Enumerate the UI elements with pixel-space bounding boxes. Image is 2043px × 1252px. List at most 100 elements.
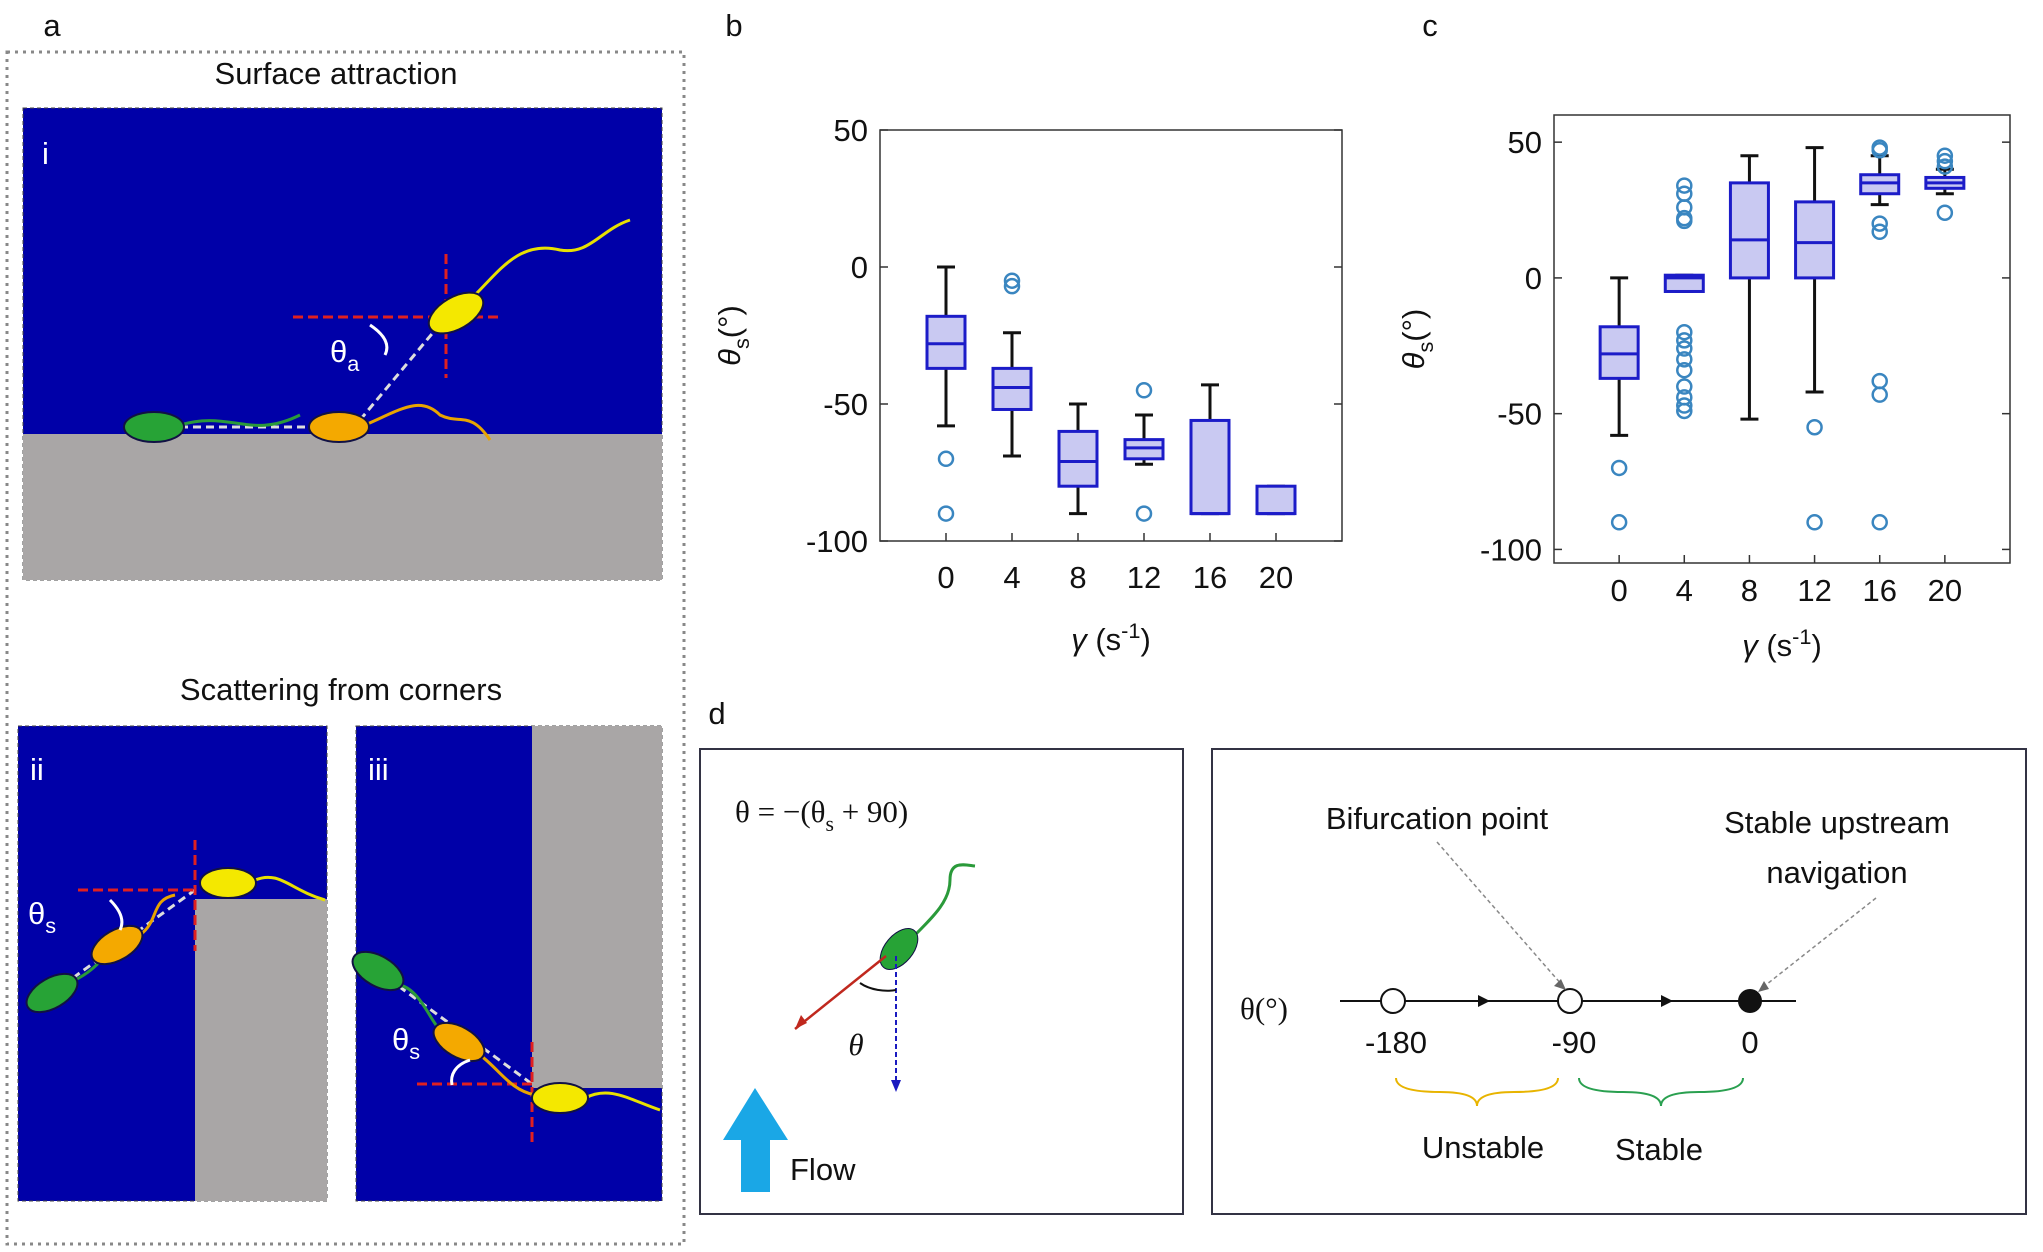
- text-part: θ: [330, 334, 347, 369]
- outlier: [1610, 459, 1628, 477]
- outlier: [1003, 277, 1021, 295]
- text-part: ): [1811, 628, 1821, 663]
- outlier: [1676, 212, 1693, 230]
- flow-label: Flow: [790, 1152, 856, 1187]
- text-part: a: [43, 8, 61, 43]
- text-part: -90: [1552, 1025, 1597, 1060]
- panel-a-frame: [5, 50, 686, 1246]
- x-axis-label: γ (s-1): [1742, 624, 1822, 663]
- outlier: [1676, 402, 1693, 420]
- box: [1794, 200, 1836, 280]
- text-part: s: [45, 913, 56, 938]
- text-part: -1: [1792, 624, 1811, 649]
- text-part: (s: [1087, 622, 1121, 657]
- outlier: [1871, 372, 1888, 390]
- x-tick-label: 12: [1797, 573, 1831, 608]
- panel-label: d: [708, 696, 725, 731]
- y-axis-label: θs(°): [712, 305, 754, 366]
- x-tick-label: 12: [1127, 560, 1161, 595]
- text-part: (°): [712, 305, 747, 338]
- text-part: Bifurcation point: [1326, 801, 1549, 836]
- panel-title: Surface attraction: [215, 56, 458, 91]
- plot-frame: [1553, 114, 2011, 564]
- y-tick-label: 50: [1508, 125, 1542, 160]
- text-part: Stable: [1615, 1132, 1703, 1167]
- y-tick-label: -100: [806, 524, 868, 559]
- text-part: Stable upstream: [1724, 805, 1950, 840]
- text-part: + 90): [834, 794, 908, 829]
- y-tick-label: 50: [834, 113, 868, 148]
- outlier: [1676, 332, 1693, 349]
- cells-i: [123, 218, 631, 443]
- outlier: [1936, 147, 1954, 164]
- outlier: [937, 505, 955, 522]
- outlier: [1871, 514, 1888, 531]
- outlier: [1003, 272, 1021, 289]
- text-part: θ(°): [1240, 991, 1288, 1026]
- x-tick-label: 4: [1676, 573, 1693, 608]
- text-part: navigation: [1766, 855, 1907, 890]
- panel-label: a: [43, 8, 61, 43]
- text-part: b: [725, 8, 742, 43]
- y-tick-label: -50: [823, 387, 868, 422]
- cell-d: [723, 863, 976, 1192]
- text-part: iii: [368, 752, 389, 787]
- outlier: [1871, 215, 1888, 232]
- axis-label: θ(°): [1240, 991, 1288, 1026]
- text-part: -1: [1121, 618, 1140, 643]
- panel-label: b: [725, 8, 742, 43]
- y-tick-label: -100: [1480, 532, 1542, 567]
- text-part: γ: [1071, 622, 1088, 657]
- outlier: [1936, 204, 1954, 221]
- x-tick-label: 0: [937, 560, 954, 595]
- text-part: (s: [1758, 628, 1792, 663]
- text-part: Scattering from corners: [180, 672, 502, 707]
- panel-label: c: [1422, 8, 1438, 43]
- x-tick-label: 20: [1259, 560, 1293, 595]
- outlier: [1806, 514, 1823, 531]
- sub-label: iii: [368, 752, 389, 787]
- cells-iii: [351, 950, 661, 1147]
- text-part: Surface attraction: [215, 56, 458, 91]
- formula: θ = −(θs + 90): [735, 794, 908, 836]
- text-part: -180: [1365, 1025, 1427, 1060]
- panel-d-left: [699, 748, 1184, 1215]
- text-part: i: [42, 136, 49, 171]
- x-tick-label: 0: [1611, 573, 1628, 608]
- y-tick-label: 0: [1525, 261, 1542, 296]
- outlier: [1871, 142, 1888, 159]
- panel-title: Scattering from corners: [180, 672, 502, 707]
- text-part: ii: [30, 752, 44, 787]
- annotation: navigation: [1766, 855, 1907, 890]
- outlier: [1936, 158, 1954, 175]
- angle-label: θs: [28, 896, 56, 938]
- region-label: Unstable: [1422, 1130, 1544, 1165]
- outlier: [1135, 382, 1153, 399]
- y-tick-label: 0: [851, 250, 868, 285]
- x-axis-label: γ (s-1): [1071, 618, 1151, 657]
- y-tick-label: -50: [1497, 397, 1542, 432]
- outlier: [1806, 418, 1823, 436]
- box: [1728, 181, 1770, 280]
- y-axis-label: θs(°): [1396, 309, 1438, 370]
- x-tick-label: 20: [1928, 573, 1962, 608]
- outlier: [1936, 152, 1954, 170]
- text-part: γ: [1742, 628, 1759, 663]
- panel-d-right: [1211, 748, 2027, 1215]
- outlier: [937, 450, 955, 468]
- text-part: ): [1140, 622, 1150, 657]
- outlier: [1871, 223, 1888, 241]
- text-part: s: [826, 812, 834, 836]
- sub-label: i: [42, 136, 49, 171]
- text-part: θ = −(θ: [735, 794, 826, 829]
- text-part: θ: [28, 896, 45, 931]
- outlier: [1676, 177, 1693, 194]
- sub-label: ii: [30, 752, 44, 787]
- angle-label: θ: [848, 1027, 863, 1062]
- point-label: -180: [1365, 1025, 1427, 1060]
- x-tick-label: 8: [1741, 573, 1758, 608]
- outlier: [1676, 361, 1693, 379]
- outlier: [1676, 323, 1693, 341]
